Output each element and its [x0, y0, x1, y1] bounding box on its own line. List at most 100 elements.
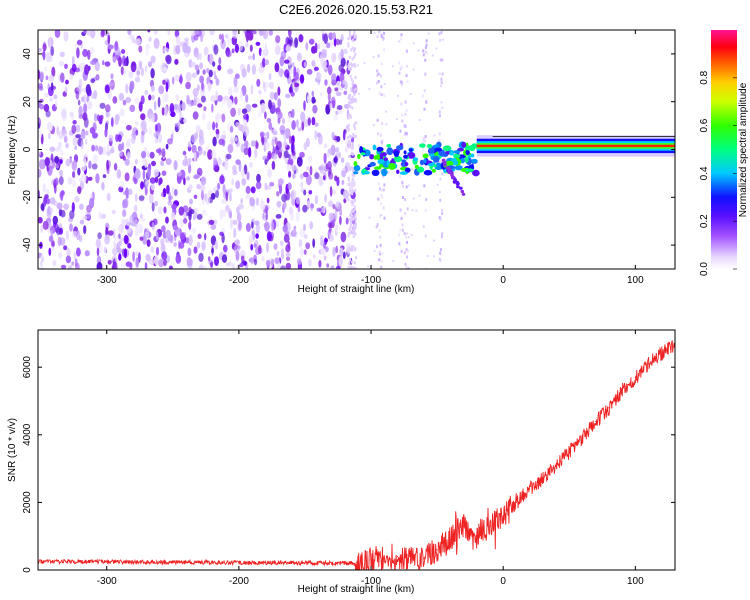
noise-speckle	[318, 260, 322, 268]
noise-speckle	[334, 175, 338, 182]
noise-fringe	[347, 62, 350, 66]
noise-speckle	[47, 165, 53, 176]
noise-speckle	[110, 73, 114, 80]
sparse-speckle	[382, 36, 385, 40]
noise-speckle	[139, 217, 146, 223]
noise-speckle	[241, 178, 247, 186]
spectrogram-plot	[38, 30, 675, 269]
sparse-speckle	[441, 72, 444, 76]
onset-blob	[426, 144, 433, 149]
sparse-speckle	[405, 185, 408, 189]
noise-speckle	[50, 46, 55, 57]
noise-fringe	[347, 198, 350, 202]
sparse-speckle	[438, 32, 441, 36]
noise-speckle	[273, 92, 278, 101]
noise-speckle	[96, 261, 103, 269]
spectrogram-xtick-label: 0	[500, 275, 506, 286]
noise-speckle	[245, 185, 251, 194]
noise-speckle	[38, 69, 41, 80]
noise-speckle	[290, 91, 295, 97]
onset-blob	[381, 168, 388, 177]
sparse-speckle	[363, 62, 366, 64]
noise-speckle	[303, 61, 307, 68]
noise-fringe	[347, 176, 350, 180]
sparse-speckle	[383, 216, 386, 220]
noise-speckle	[144, 262, 148, 269]
noise-speckle	[208, 53, 214, 65]
onset-blob	[377, 159, 385, 165]
onset-blob	[393, 150, 400, 158]
noise-speckle	[74, 196, 80, 203]
colorbar-tick-label: 0.8	[699, 70, 710, 84]
sparse-speckle	[380, 259, 383, 263]
noise-fringe	[351, 202, 354, 206]
noise-speckle	[147, 61, 153, 68]
noise-speckle	[226, 50, 232, 58]
noise-speckle	[154, 124, 158, 132]
noise-speckle	[325, 104, 331, 115]
noise-speckle	[287, 182, 292, 190]
noise-speckle	[161, 192, 165, 198]
sparse-speckle	[385, 123, 388, 126]
sparse-speckle	[376, 223, 379, 227]
noise-fringe	[351, 146, 354, 150]
snr-point	[489, 525, 491, 527]
noise-speckle	[49, 146, 56, 152]
noise-speckle	[193, 174, 200, 180]
noise-speckle	[239, 90, 244, 101]
noise-fringe	[353, 205, 356, 209]
noise-speckle	[235, 73, 240, 79]
noise-speckle	[264, 111, 267, 120]
noise-speckle	[118, 143, 123, 152]
noise-speckle	[214, 256, 219, 266]
noise-speckle	[299, 173, 304, 180]
noise-speckle	[120, 263, 126, 268]
noise-speckle	[332, 203, 336, 210]
noise-fringe	[350, 215, 353, 218]
noise-speckle	[58, 251, 63, 259]
noise-speckle	[291, 120, 296, 130]
noise-speckle	[82, 94, 87, 104]
noise-fringe	[347, 116, 350, 120]
noise-speckle	[291, 108, 295, 119]
noise-speckle	[85, 84, 91, 95]
noise-fringe	[350, 260, 353, 264]
noise-speckle	[291, 164, 297, 171]
onset-tail	[459, 186, 463, 190]
noise-speckle	[292, 81, 295, 91]
noise-fringe	[350, 223, 353, 227]
noise-speckle	[208, 219, 215, 225]
noise-fringe	[347, 64, 350, 68]
noise-speckle	[86, 30, 91, 36]
noise-speckle	[91, 144, 95, 152]
noise-fringe	[351, 152, 354, 156]
noise-fringe	[347, 135, 350, 139]
noise-fringe	[350, 211, 353, 215]
noise-speckle	[185, 237, 190, 244]
noise-speckle	[182, 159, 188, 167]
noise-speckle	[125, 83, 129, 94]
noise-speckle	[305, 174, 312, 186]
noise-speckle	[221, 233, 225, 244]
noise-speckle	[38, 129, 42, 140]
sparse-speckle	[400, 33, 403, 37]
noise-speckle	[175, 254, 182, 264]
noise-speckle	[198, 53, 203, 61]
noise-fringe	[355, 222, 357, 226]
noise-speckle	[42, 183, 47, 193]
noise-speckle	[256, 173, 261, 183]
sparse-speckle	[406, 255, 408, 259]
noise-fringe	[354, 135, 357, 138]
noise-speckle	[256, 78, 261, 87]
noise-fringe	[353, 30, 356, 34]
noise-speckle	[314, 172, 320, 180]
sparse-speckle	[383, 93, 386, 97]
noise-speckle	[158, 259, 164, 268]
noise-speckle	[206, 121, 213, 131]
sparse-speckle	[379, 73, 382, 76]
noise-speckle	[108, 134, 114, 142]
noise-fringe	[354, 226, 357, 230]
noise-speckle	[174, 74, 180, 82]
noise-speckle	[133, 204, 138, 213]
noise-speckle	[63, 31, 69, 42]
